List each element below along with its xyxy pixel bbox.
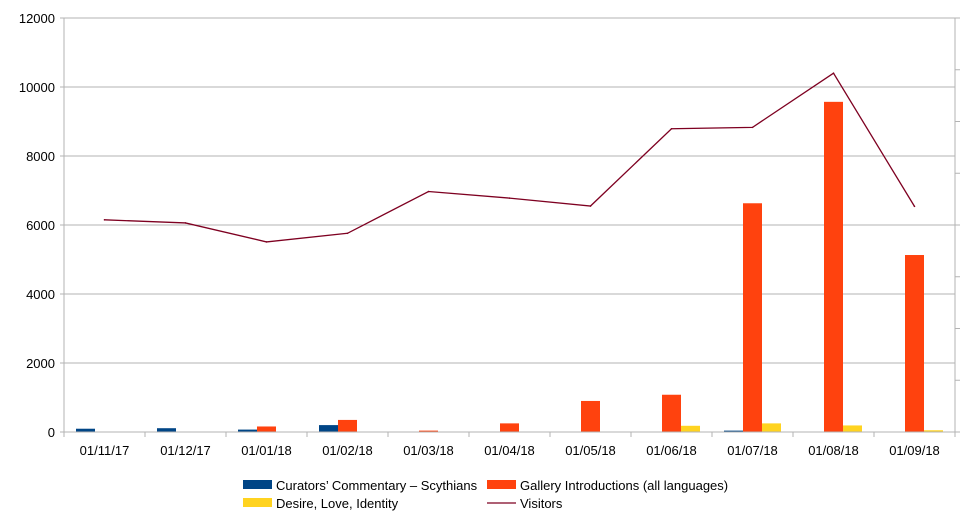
- legend-label: Visitors: [520, 496, 563, 511]
- visitors-point-9: [751, 126, 754, 129]
- bar-curators-2: [157, 428, 176, 432]
- bar-gallery-5: [419, 430, 438, 432]
- visitors-point-2: [184, 222, 187, 224]
- bar-gallery-4: [338, 419, 357, 432]
- visitors-point-5: [427, 190, 430, 193]
- visitors-point-1: [103, 219, 106, 221]
- x-tick-label: 01/05/18: [565, 443, 616, 458]
- y-tick-label: 4000: [26, 287, 55, 302]
- visitors-point-7: [589, 205, 592, 207]
- bar-curators-1: [76, 428, 95, 432]
- y-tick-label: 6000: [26, 218, 55, 233]
- x-tick-label: 01/11/17: [80, 443, 130, 458]
- x-tick-label: 01/01/18: [241, 443, 292, 458]
- y-tick-label: 2000: [26, 356, 55, 371]
- bar-gallery-7: [581, 400, 600, 432]
- x-tick-label: 01/02/18: [322, 443, 373, 458]
- x-tick-label: 01/08/18: [808, 443, 859, 458]
- x-tick-label: 01/12/17: [160, 443, 211, 458]
- legend-label: Desire, Love, Identity: [276, 496, 399, 511]
- y-tick-labels: 0 2000 4000 6000 8000 10000 12000: [19, 11, 55, 440]
- x-tick-label: 01/09/18: [889, 443, 940, 458]
- legend-label: Gallery Introductions (all languages): [520, 478, 728, 493]
- bar-curators-3: [238, 429, 257, 432]
- bar-gallery-11: [905, 255, 924, 432]
- bar-desire-8: [681, 425, 700, 432]
- visitors-point-11: [913, 205, 916, 208]
- visitors-point-6: [508, 197, 511, 199]
- legend-item-curators: Curators’ Commentary – Scythians: [243, 478, 478, 493]
- y-tick-label: 0: [48, 425, 55, 440]
- legend-item-gallery: Gallery Introductions (all languages): [487, 478, 728, 493]
- x-tick-label: 01/04/18: [484, 443, 535, 458]
- x-tick-label: 01/07/18: [727, 443, 778, 458]
- visitors-point-10: [832, 72, 835, 74]
- y-tick-label: 10000: [19, 80, 55, 95]
- x-tick-label: 01/06/18: [646, 443, 697, 458]
- visitors-point-3: [265, 241, 268, 243]
- visitors-line-layer: [103, 72, 916, 243]
- legend: Curators’ Commentary – Scythians Gallery …: [243, 478, 728, 511]
- bar-desire-9: [762, 423, 781, 432]
- bar-desire-10: [843, 425, 862, 432]
- visitors-line: [104, 72, 916, 243]
- bar-gallery-10: [824, 101, 843, 433]
- legend-item-desire: Desire, Love, Identity: [243, 496, 399, 511]
- gridlines: [64, 17, 955, 433]
- visitors-point-4: [346, 232, 349, 235]
- legend-swatch-desire: [243, 498, 272, 507]
- visitors-point-8: [670, 127, 673, 130]
- legend-swatch-curators: [243, 480, 272, 489]
- bars: [76, 101, 943, 433]
- secondary-y-axis: [954, 17, 960, 433]
- legend-item-visitors: Visitors: [487, 496, 563, 511]
- bar-gallery-8: [662, 394, 681, 432]
- axes: [60, 17, 956, 437]
- bar-curators-9: [724, 430, 743, 432]
- x-tick-label: 01/03/18: [403, 443, 454, 458]
- legend-label: Curators’ Commentary – Scythians: [276, 478, 478, 493]
- bar-curators-4: [319, 425, 338, 432]
- y-tick-label: 8000: [26, 149, 55, 164]
- x-tick-labels: 01/11/17 01/12/17 01/01/18 01/02/18 01/03/18…: [80, 443, 940, 458]
- bar-gallery-9: [743, 203, 762, 432]
- y-tick-label: 12000: [19, 11, 55, 26]
- legend-swatch-gallery: [487, 480, 516, 489]
- bar-gallery-3: [257, 426, 276, 432]
- bar-gallery-6: [500, 423, 519, 432]
- bar-desire-11: [924, 430, 943, 432]
